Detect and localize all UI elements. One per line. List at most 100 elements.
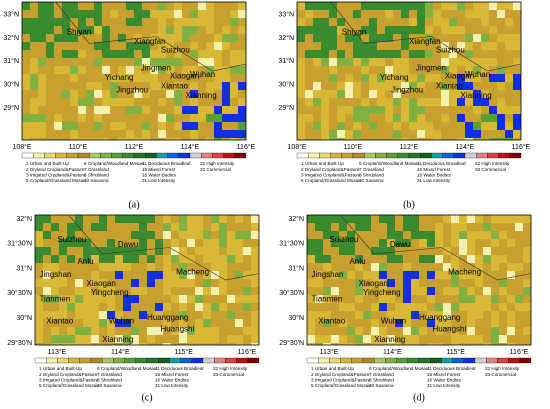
land-cell <box>126 130 134 138</box>
land-cell <box>339 231 347 239</box>
land-cell <box>497 74 505 82</box>
land-cell <box>206 26 214 34</box>
land-cell <box>139 255 147 263</box>
land-cell <box>179 319 187 327</box>
legend-entry: 3 Irrigated Cropland&Pasture <box>311 377 371 382</box>
land-cell <box>102 114 110 122</box>
land-cell <box>139 295 147 303</box>
land-cell <box>142 42 150 50</box>
land-cell <box>371 287 379 295</box>
land-cell <box>323 215 331 223</box>
land-cell <box>331 327 339 335</box>
city-label: Yichang <box>380 73 409 82</box>
lon-label: 116°E <box>510 348 529 356</box>
land-cell <box>337 106 345 114</box>
land-cell <box>355 247 363 255</box>
land-cell <box>451 311 459 319</box>
city-label: Jingmen <box>141 63 171 72</box>
land-cell <box>155 279 163 287</box>
land-cell <box>297 66 305 74</box>
land-cell <box>411 231 419 239</box>
land-cell <box>489 18 497 26</box>
land-cell <box>30 50 38 58</box>
land-cell <box>59 279 67 287</box>
land-cell <box>505 98 513 106</box>
land-cell <box>83 319 91 327</box>
land-cell <box>131 279 139 287</box>
land-cell <box>190 82 198 90</box>
land-cell <box>513 42 521 50</box>
land-cell <box>491 295 499 303</box>
lat-label: 30°N <box>278 81 294 89</box>
lon-label: 115°E <box>446 348 465 356</box>
land-cell <box>115 239 123 247</box>
land-cell <box>62 58 70 66</box>
legend-entry: 33 Commercial <box>485 372 516 377</box>
legend-entry: 1 Urban and Built-Up <box>39 366 82 371</box>
land-cell <box>35 343 43 345</box>
land-cell <box>347 343 355 345</box>
colorbar-cell <box>79 357 92 364</box>
boundary <box>330 1 522 72</box>
colorbar-cell <box>508 357 520 364</box>
land-cell <box>163 271 171 279</box>
land-cell <box>427 255 435 263</box>
legend-entry: 32 High Intensity <box>485 366 520 371</box>
land-cell <box>499 263 507 271</box>
land-cell <box>75 295 83 303</box>
land-cell <box>363 327 371 335</box>
land-cell <box>147 231 155 239</box>
land-cell <box>393 90 401 98</box>
colorbar-cell <box>318 357 330 364</box>
map-frame <box>34 214 260 346</box>
land-cell <box>451 231 459 239</box>
land-cell <box>206 58 214 66</box>
land-cell <box>347 231 355 239</box>
land-cell <box>123 247 131 255</box>
land-cell <box>491 247 499 255</box>
land-cell <box>70 34 78 42</box>
land-cell <box>78 82 86 90</box>
land-cell <box>70 98 78 106</box>
land-cell <box>214 18 222 26</box>
land-cell <box>54 138 62 140</box>
land-cell <box>339 223 347 231</box>
land-cell <box>94 50 102 58</box>
land-cell <box>91 231 99 239</box>
land-cell <box>395 271 403 279</box>
colorbar-cell <box>34 357 47 364</box>
land-cell <box>315 255 323 263</box>
land-cell <box>515 343 523 345</box>
colorbar-cell <box>431 152 443 159</box>
land-cell <box>507 343 515 345</box>
land-cell <box>198 18 206 26</box>
land-cell <box>339 215 347 223</box>
legend-entry: 31 Low Intensity <box>427 383 461 388</box>
land-cell <box>305 138 313 140</box>
land-cell <box>449 66 457 74</box>
land-cell <box>355 271 363 279</box>
legend-entry: 3 Irrigated Cropland&Pasture <box>301 172 361 177</box>
land-cell <box>166 74 174 82</box>
legend-entry: 15 Mixed Forest <box>155 372 189 377</box>
land-cell <box>483 263 491 271</box>
land-cell <box>353 2 361 10</box>
land-cell <box>251 343 259 345</box>
colorbar-cell <box>89 152 101 159</box>
land-cell <box>523 311 531 319</box>
land-cell <box>505 58 513 66</box>
colorbar-cell <box>44 152 56 159</box>
land-cell <box>139 343 147 345</box>
land-cell <box>115 295 123 303</box>
land-cell <box>385 50 393 58</box>
city-label: Xiangfan <box>409 37 441 46</box>
land-cell <box>307 223 315 231</box>
land-cell <box>489 2 497 10</box>
land-cell <box>118 122 126 130</box>
land-cell <box>43 231 51 239</box>
land-cell <box>123 215 131 223</box>
land-cell <box>345 58 353 66</box>
land-cell <box>481 98 489 106</box>
colorbar-cell <box>397 152 410 159</box>
land-cell <box>43 239 51 247</box>
